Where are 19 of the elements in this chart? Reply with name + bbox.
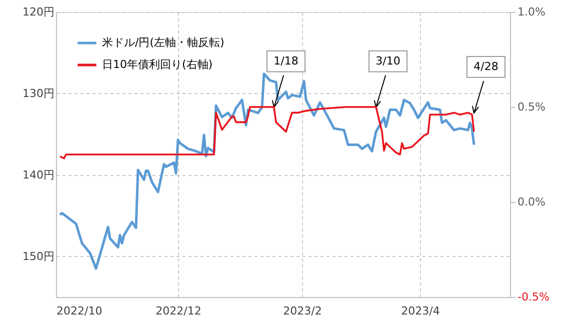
x-tick-label: 2022/12 xyxy=(156,304,202,318)
legend-label: 日10年債利回り(右軸) xyxy=(102,58,213,71)
x-tick-label: 2023/2 xyxy=(283,304,322,318)
line-series xyxy=(59,106,475,160)
annotation: 3/10 xyxy=(376,54,400,68)
annotation: 1/18 xyxy=(274,54,298,68)
y2-tick-label: -0.5% xyxy=(518,290,550,304)
legend-label: 米ドル/円(左軸・軸反転) xyxy=(102,36,224,49)
y2-tick-label: 0.0% xyxy=(518,196,546,208)
y2-tick-label: 1.0% xyxy=(518,6,546,18)
y-tick-label: 130円 xyxy=(22,86,54,100)
y-tick-label: 120円 xyxy=(22,6,54,18)
x-tick-label: 2022/10 xyxy=(56,304,102,318)
y2-tick-label: 0.5% xyxy=(518,100,546,114)
line-series xyxy=(58,72,476,270)
y-tick-label: 140円 xyxy=(22,168,54,182)
annotation: 4/28 xyxy=(474,60,498,73)
x-tick-label: 2023/4 xyxy=(401,304,440,318)
y-tick-label: 150円 xyxy=(22,250,54,263)
